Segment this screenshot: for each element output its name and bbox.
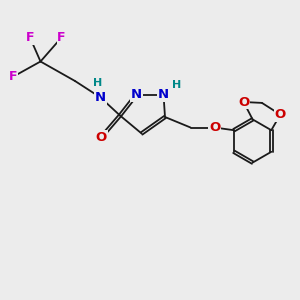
Text: O: O	[209, 121, 220, 134]
Text: H: H	[94, 78, 103, 88]
Text: F: F	[57, 31, 66, 44]
Text: F: F	[26, 31, 34, 44]
Text: O: O	[275, 108, 286, 121]
Text: N: N	[131, 88, 142, 101]
Text: O: O	[96, 130, 107, 144]
Text: H: H	[172, 80, 182, 90]
Text: O: O	[238, 95, 249, 109]
Text: N: N	[95, 91, 106, 104]
Text: N: N	[158, 88, 169, 101]
Text: F: F	[9, 70, 18, 83]
